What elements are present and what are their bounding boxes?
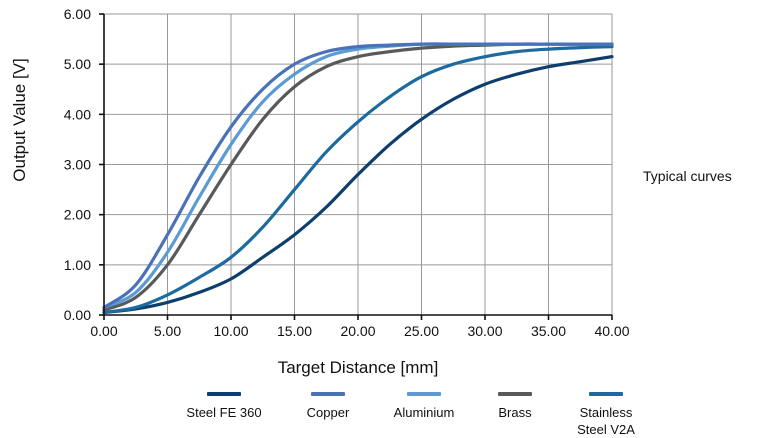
- legend-label: Steel FE 360: [186, 405, 262, 420]
- legend-label: Aluminium: [393, 405, 455, 420]
- series-lines: [102, 42, 614, 315]
- legend-item: Aluminium: [369, 392, 479, 421]
- legend-swatch: [589, 392, 623, 396]
- x-tick-label: 0.00: [90, 323, 117, 339]
- series-line-stainless-steel-v2a: [102, 45, 614, 315]
- y-tick-label: 1.00: [64, 257, 91, 273]
- x-tick-label: 30.00: [467, 323, 502, 339]
- typical-curves-note: Typical curves: [643, 168, 732, 184]
- x-tick-label: 40.00: [594, 323, 629, 339]
- grid-lines: [99, 13, 613, 320]
- legend-swatch: [407, 392, 441, 396]
- y-tick-label: 4.00: [64, 106, 91, 122]
- y-tick-label: 2.00: [64, 207, 91, 223]
- legend-label: Stainless Steel V2A: [577, 405, 635, 437]
- x-tick-label: 35.00: [531, 323, 566, 339]
- x-axis-title: Target Distance [mm]: [278, 358, 439, 377]
- x-tick-labels: 0.00 5.00 10.00 15.00 20.00 25.00 30.00 35.00 40…: [90, 323, 629, 339]
- legend-item: Copper: [273, 392, 383, 421]
- y-axis-title: Output Value [V]: [10, 58, 29, 181]
- y-tick-label: 0.00: [64, 307, 91, 323]
- y-tick-label: 3.00: [64, 157, 91, 173]
- legend-item: Brass: [460, 392, 570, 421]
- legend-swatch: [498, 392, 532, 396]
- y-tick-label: 5.00: [64, 56, 91, 72]
- legend-swatch: [311, 392, 345, 396]
- x-tick-label: 25.00: [404, 323, 439, 339]
- x-tick-label: 20.00: [340, 323, 375, 339]
- series-line-copper: [102, 42, 614, 310]
- legend-label: Brass: [498, 405, 532, 420]
- y-tick-label: 6.00: [64, 6, 91, 22]
- series-line-steel-fe-360: [102, 55, 614, 315]
- legend-item: Steel FE 360: [169, 392, 279, 421]
- y-tick-labels: 0.00 1.00 2.00 3.00 4.00 5.00 6.00: [64, 6, 91, 323]
- legend-item: Stainless Steel V2A: [551, 392, 661, 438]
- legend-swatch: [207, 392, 241, 396]
- legend-label: Copper: [306, 405, 350, 420]
- x-tick-label: 15.00: [277, 323, 312, 339]
- x-tick-label: 5.00: [154, 323, 181, 339]
- x-tick-label: 10.00: [213, 323, 248, 339]
